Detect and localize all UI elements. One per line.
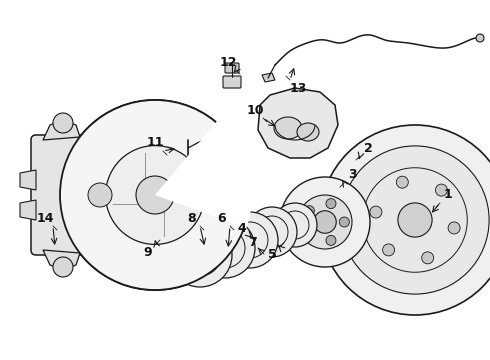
Circle shape xyxy=(370,206,382,218)
Circle shape xyxy=(314,211,336,233)
Text: 10: 10 xyxy=(246,104,264,117)
Polygon shape xyxy=(20,200,36,220)
Circle shape xyxy=(326,235,336,246)
Text: 12: 12 xyxy=(219,55,237,68)
Text: 4: 4 xyxy=(238,221,246,234)
Text: 11: 11 xyxy=(146,136,164,149)
FancyBboxPatch shape xyxy=(225,63,239,73)
Circle shape xyxy=(53,257,73,277)
Circle shape xyxy=(222,212,278,268)
Circle shape xyxy=(422,252,434,264)
Circle shape xyxy=(53,113,73,133)
Circle shape xyxy=(396,176,408,188)
Polygon shape xyxy=(43,250,80,270)
Ellipse shape xyxy=(274,117,302,139)
Text: 8: 8 xyxy=(188,211,196,225)
Polygon shape xyxy=(262,73,275,82)
Circle shape xyxy=(383,244,394,256)
Circle shape xyxy=(247,207,297,257)
Text: 13: 13 xyxy=(289,81,307,94)
Wedge shape xyxy=(155,121,252,228)
Text: 14: 14 xyxy=(36,211,54,225)
Circle shape xyxy=(476,34,484,42)
Circle shape xyxy=(398,203,432,237)
Circle shape xyxy=(304,206,315,216)
Circle shape xyxy=(60,100,250,290)
Circle shape xyxy=(326,199,336,208)
Text: 1: 1 xyxy=(443,189,452,202)
Circle shape xyxy=(436,184,447,196)
Circle shape xyxy=(136,176,174,214)
FancyBboxPatch shape xyxy=(31,135,89,255)
Text: 9: 9 xyxy=(144,246,152,258)
Circle shape xyxy=(168,223,232,287)
Circle shape xyxy=(273,203,317,247)
Circle shape xyxy=(280,177,370,267)
Circle shape xyxy=(340,217,349,227)
Circle shape xyxy=(448,222,460,234)
Text: 5: 5 xyxy=(268,248,276,261)
Circle shape xyxy=(106,145,204,244)
Text: 3: 3 xyxy=(348,168,356,181)
Text: 7: 7 xyxy=(247,235,256,248)
Polygon shape xyxy=(43,120,80,140)
Circle shape xyxy=(195,218,255,278)
Polygon shape xyxy=(258,88,338,158)
Circle shape xyxy=(298,195,352,249)
Circle shape xyxy=(304,228,315,238)
Polygon shape xyxy=(20,170,36,190)
Circle shape xyxy=(320,125,490,315)
FancyBboxPatch shape xyxy=(199,132,221,146)
Text: 6: 6 xyxy=(218,211,226,225)
Text: 2: 2 xyxy=(364,141,372,154)
Polygon shape xyxy=(80,175,118,215)
Ellipse shape xyxy=(297,123,319,141)
Circle shape xyxy=(88,183,112,207)
FancyBboxPatch shape xyxy=(223,76,241,88)
Circle shape xyxy=(341,146,489,294)
